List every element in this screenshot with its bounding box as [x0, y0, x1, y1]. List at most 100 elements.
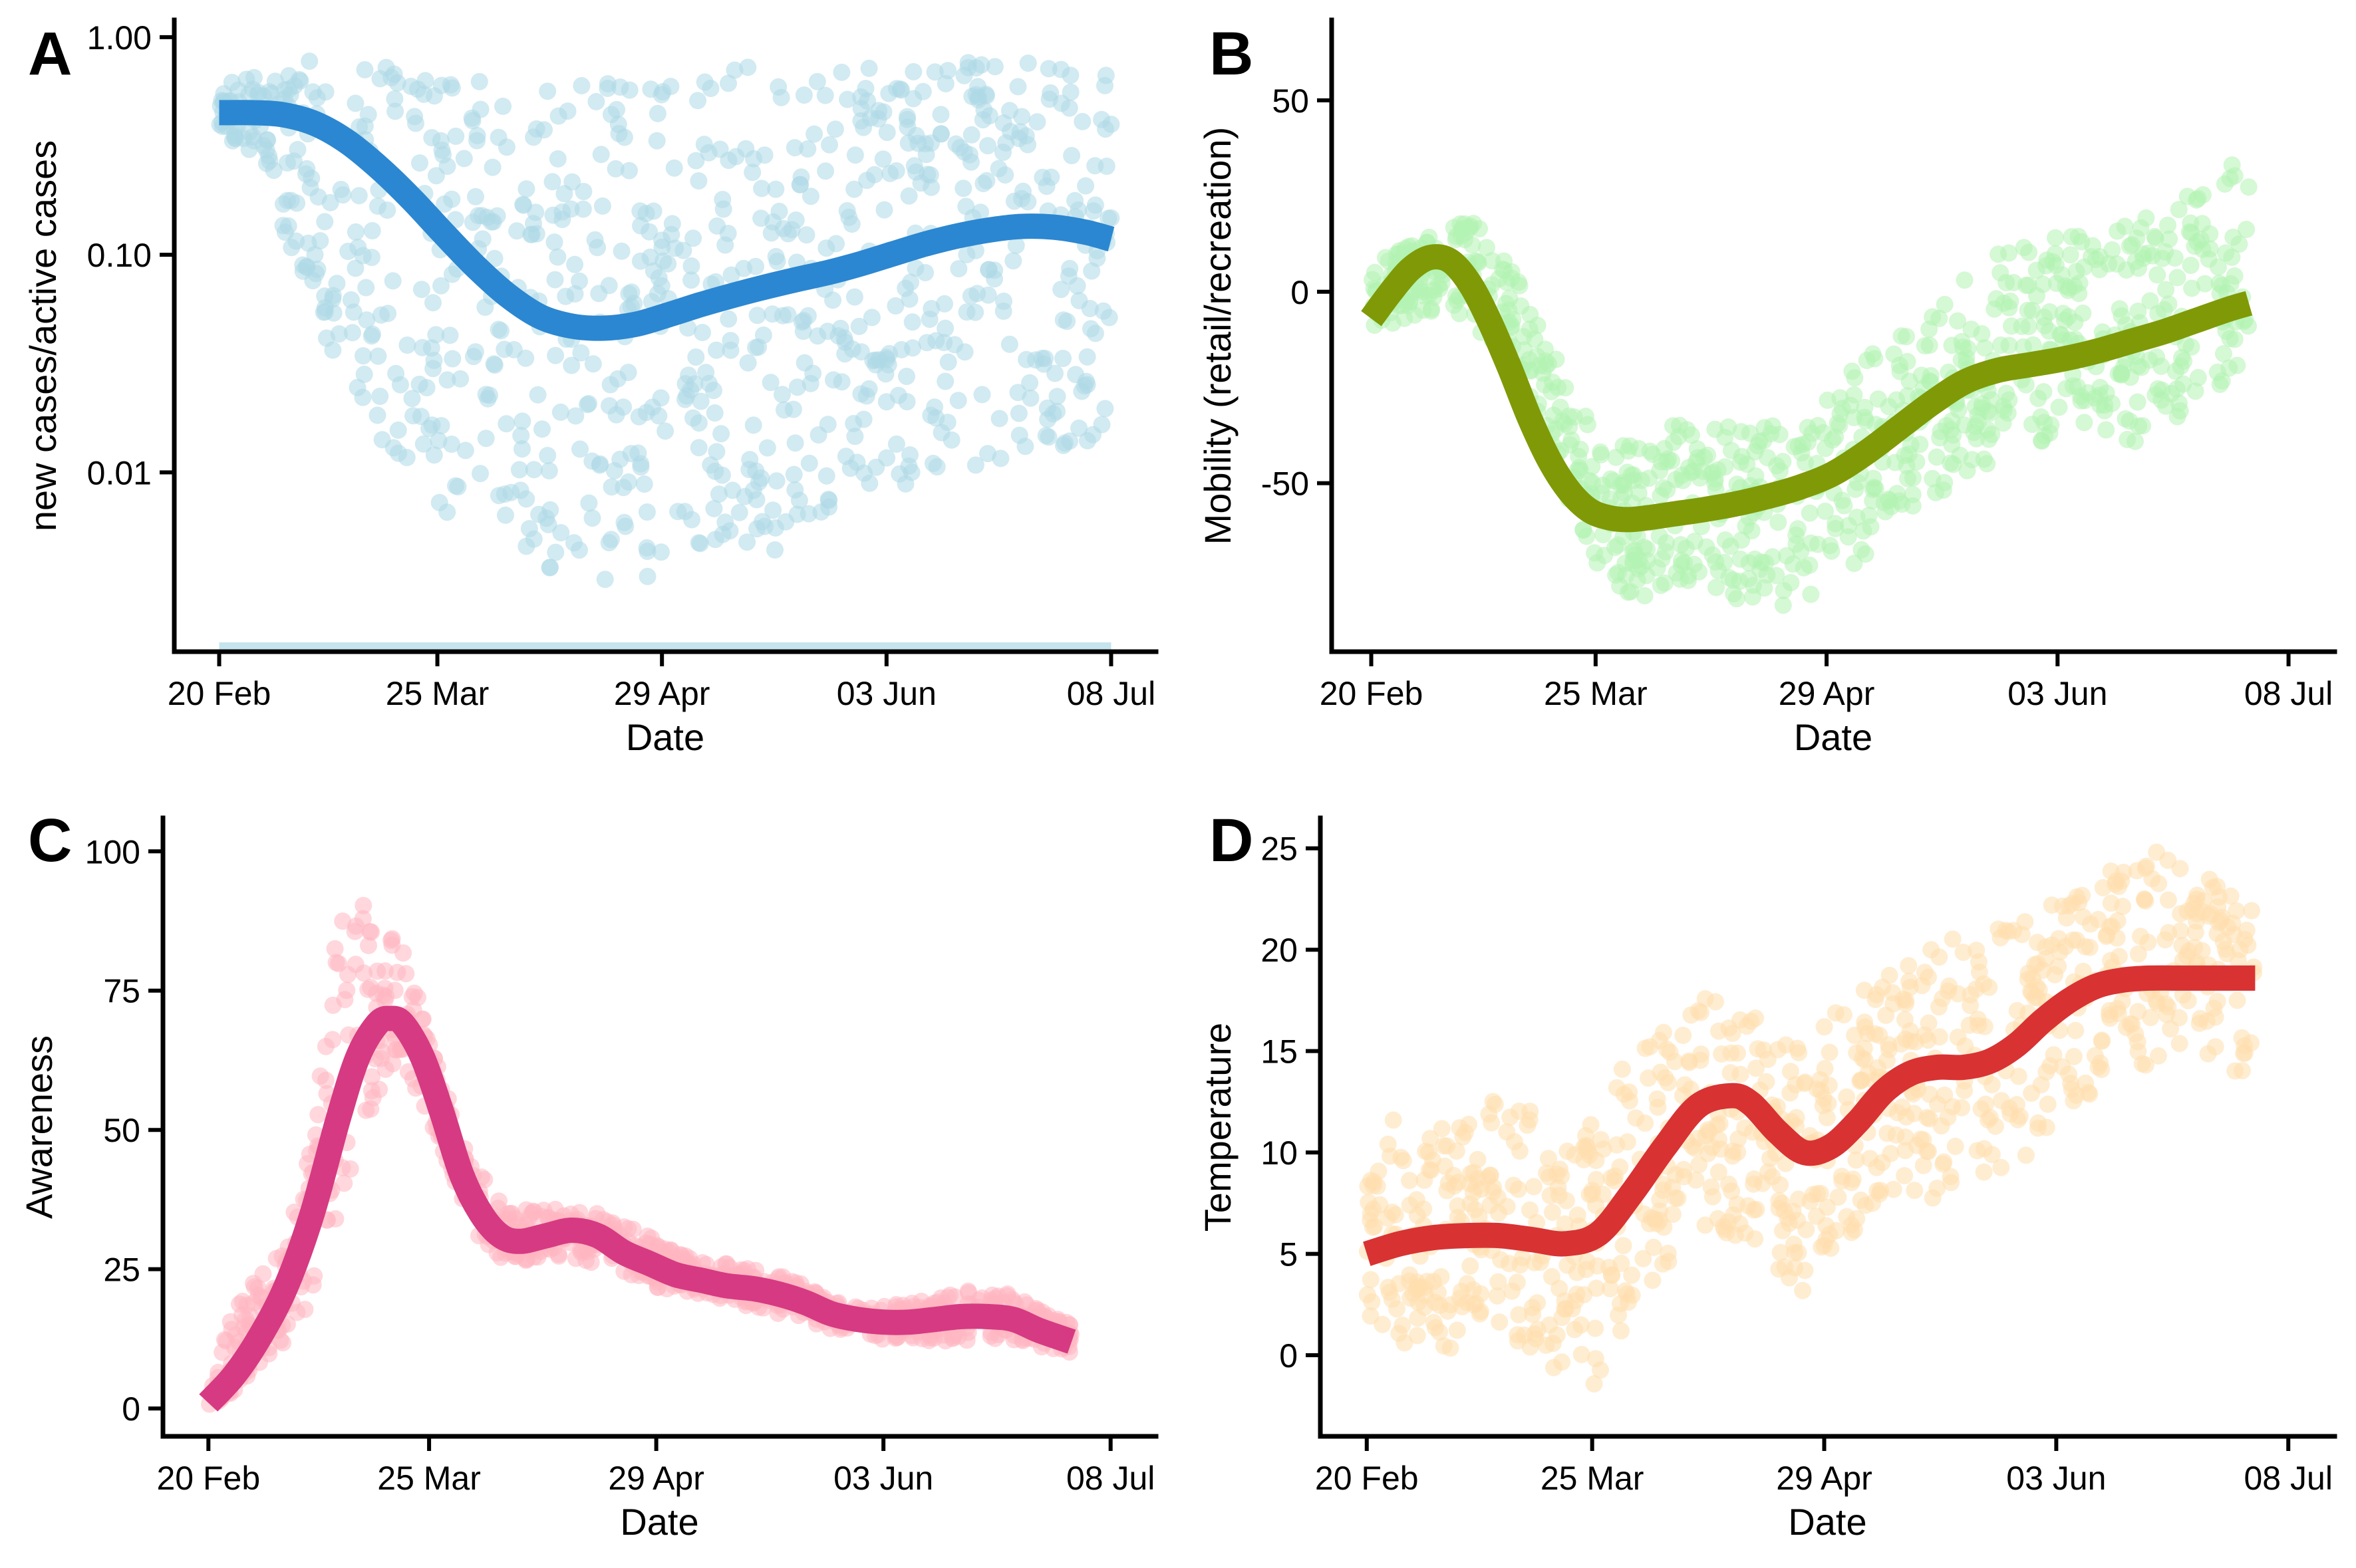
scatter-point	[1083, 262, 1101, 280]
scatter-point	[227, 130, 245, 148]
scatter-point	[317, 1071, 335, 1089]
scatter-point	[704, 382, 722, 400]
scatter-point	[798, 226, 815, 244]
scatter-point	[2041, 303, 2059, 321]
scatter-point	[1646, 1210, 1664, 1228]
scatter-point	[1787, 1109, 1805, 1126]
scatter-point	[363, 1082, 380, 1100]
scatter-point	[305, 1267, 323, 1285]
panel-letter: A	[28, 20, 72, 88]
scatter-point	[795, 86, 813, 104]
scatter-point	[1900, 372, 1918, 390]
scatter-point	[289, 141, 307, 158]
x-tick-label: 20 Feb	[1315, 1460, 1419, 1497]
scatter-point	[653, 86, 670, 104]
scatter-point	[2121, 412, 2138, 430]
x-tick-label: 20 Feb	[168, 675, 271, 712]
scatter-point	[1962, 321, 1980, 338]
scatter-point	[1829, 1188, 1847, 1206]
scatter-point	[1981, 1109, 1999, 1126]
scatter-point	[1893, 1098, 1911, 1116]
scatter-point	[1896, 1142, 1914, 1160]
scatter-point	[808, 72, 826, 90]
scatter-point	[1620, 1092, 1638, 1110]
scatter-point	[358, 311, 376, 329]
scatter-point	[2234, 1062, 2251, 1080]
scatter-point	[477, 430, 495, 448]
scatter-point	[368, 406, 386, 424]
scatter-point	[1856, 1013, 1874, 1031]
scatter-point	[1010, 426, 1028, 444]
scatter-point	[1007, 237, 1025, 255]
scatter-point	[1457, 223, 1475, 241]
scatter-point	[525, 461, 543, 479]
scatter-point	[279, 154, 296, 172]
scatter-point	[944, 1329, 962, 1347]
scatter-point	[1866, 479, 1884, 497]
x-tick-label: 03 Jun	[2007, 675, 2107, 712]
x-tick-label: 29 Apr	[1779, 675, 1875, 712]
scatter-point	[2168, 269, 2186, 287]
scatter-point	[926, 398, 944, 416]
scatter-point	[1384, 1111, 1402, 1129]
scatter-point	[974, 175, 992, 192]
panel-letter: C	[28, 807, 72, 874]
scatter-point	[1767, 567, 1785, 585]
scatter-point	[786, 139, 804, 157]
scatter-point	[1044, 405, 1062, 423]
scatter-point	[1601, 1280, 1619, 1297]
scatter-point	[1515, 341, 1533, 359]
scatter-point	[549, 248, 567, 266]
scatter-point	[1427, 1319, 1444, 1337]
scatter-point	[2201, 240, 2219, 258]
scatter-point	[788, 378, 806, 396]
scatter-point	[889, 386, 907, 404]
scatter-point	[682, 257, 700, 275]
scatter-point	[936, 295, 953, 313]
scatter-point	[2134, 245, 2152, 263]
scatter-point	[2150, 874, 2168, 892]
scatter-point	[1489, 1273, 1507, 1291]
scatter-point	[1578, 1138, 1596, 1156]
scatter-point	[355, 896, 372, 914]
scatter-point	[638, 503, 656, 521]
scatter-point	[369, 347, 387, 365]
scatter-point	[1802, 534, 1820, 552]
scatter-point	[539, 82, 557, 100]
scatter-point	[592, 146, 610, 164]
scatter-point	[539, 447, 557, 464]
scatter-point	[265, 162, 283, 180]
scatter-point	[622, 298, 640, 316]
scatter-point	[2223, 156, 2241, 174]
scatter-point	[783, 221, 801, 239]
scatter-point	[547, 543, 565, 561]
scatter-point	[2216, 940, 2234, 958]
scatter-point	[363, 923, 380, 941]
scatter-point	[1384, 314, 1401, 332]
scatter-point	[1709, 1163, 1727, 1181]
scatter-point	[659, 255, 677, 273]
scatter-point	[1962, 997, 1980, 1014]
scatter-point	[2222, 887, 2240, 905]
scatter-point	[2000, 244, 2018, 262]
scatter-point	[1975, 1163, 1993, 1181]
scatter-point	[2159, 216, 2176, 234]
scatter-point	[1627, 1109, 1645, 1127]
scatter-point	[1509, 1180, 1527, 1198]
scatter-point	[605, 461, 623, 479]
scatter-point	[2174, 375, 2192, 393]
scatter-point	[1364, 1200, 1382, 1218]
y-tick-label: 100	[85, 833, 140, 870]
scatter-point	[1802, 585, 1820, 603]
scatter-point	[986, 58, 1004, 76]
scatter-point	[1081, 300, 1099, 317]
x-tick-label: 29 Apr	[614, 675, 710, 712]
scatter-point	[960, 146, 978, 164]
scatter-point	[1374, 1315, 1392, 1333]
scatter-point	[438, 371, 456, 389]
scatter-point	[296, 1301, 314, 1319]
scatter-point	[2228, 902, 2246, 920]
scatter-point	[2019, 301, 2037, 319]
scatter-point	[720, 310, 738, 328]
scatter-point	[1743, 588, 1761, 606]
